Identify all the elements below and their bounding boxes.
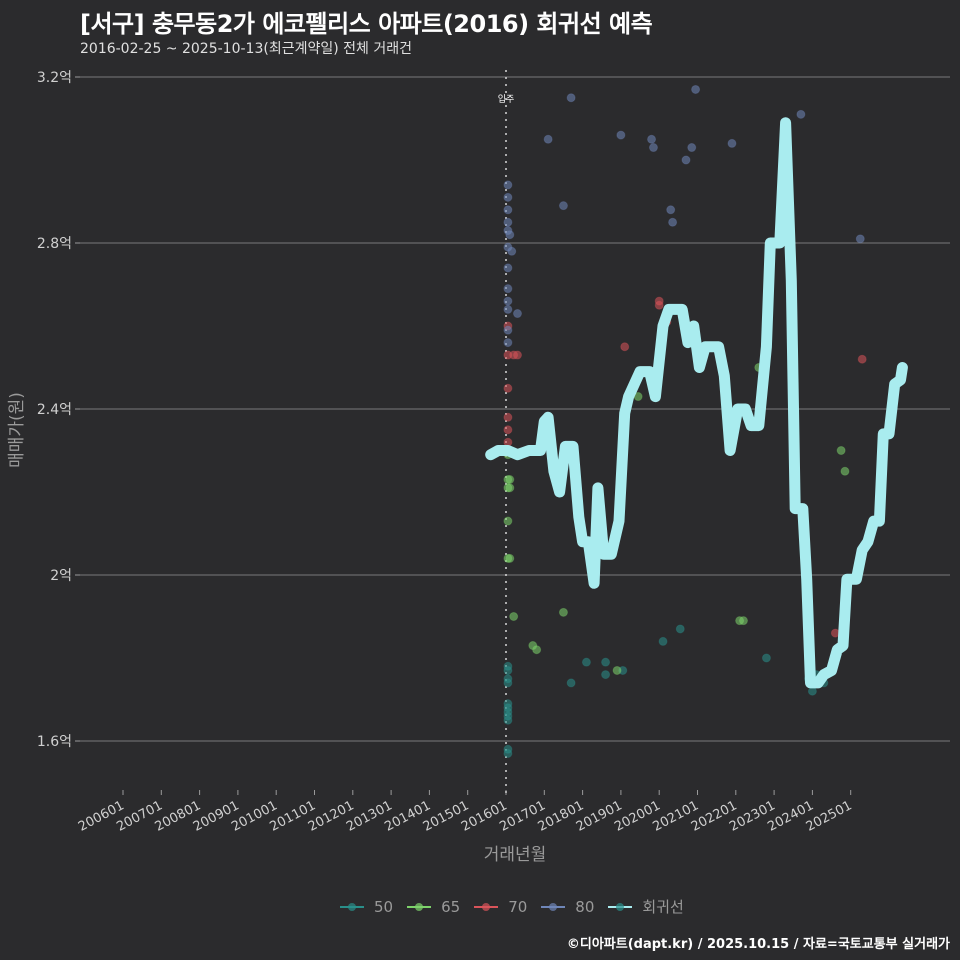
data-point [855,234,865,244]
data-point [505,475,515,485]
data-point [687,143,697,153]
data-point [503,192,513,202]
chart-title: [서구] 충무동2가 에코펠리스 아파트(2016) 회귀선 예측 [80,10,653,38]
data-point [503,678,513,688]
legend-item-50: 50 [340,898,393,916]
data-point [503,665,513,675]
data-point [796,109,806,119]
data-point [503,304,513,314]
data-point [840,466,850,476]
legend-swatch-icon [340,900,364,914]
data-point [509,612,519,621]
data-point [503,217,513,227]
data-point [543,134,553,144]
data-point [616,130,626,140]
data-point [761,653,771,663]
data-point [675,624,685,634]
data-point [503,715,513,725]
legend-label: 회귀선 [642,898,684,916]
credit-footer: ©디아파트(dapt.kr) / 2025.10.15 / 자료=국토교통부 실… [566,937,950,952]
legend: 50 65 70 80 회귀선 [340,896,698,917]
data-point [566,678,576,688]
data-point [503,180,513,190]
data-point [503,412,513,422]
data-point [691,84,701,94]
legend-label: 80 [575,897,595,916]
data-point [648,143,658,153]
y-tick-label: 3.2억 [37,70,72,86]
data-point [654,300,664,310]
data-point [532,645,542,655]
data-point [658,636,668,646]
series-50 [503,624,829,758]
legend-item-70: 70 [474,898,527,916]
y-tick-label: 2.4억 [37,402,72,418]
data-point [836,446,846,455]
data-point [857,354,867,364]
data-point [581,657,591,667]
data-point [727,138,737,148]
data-point [507,246,517,256]
data-point [668,217,678,227]
data-point [512,350,522,360]
data-point [738,616,748,626]
data-point [503,516,513,526]
series-65 [503,350,850,675]
data-point [512,309,522,319]
legend-item-80: 80 [541,898,594,916]
data-point [566,93,576,103]
legend-label: 70 [508,897,528,916]
series-80 [503,84,865,348]
y-tick-label: 2.8억 [37,236,72,252]
legend-swatch-icon [541,900,566,914]
data-point [681,155,691,165]
data-point [558,607,568,617]
data-point [505,483,515,493]
y-tick-label: 2억 [50,568,72,584]
chart-subtitle: 2016-02-25 ~ 2025-10-13(최근계약일) 전체 거래건 [80,41,412,57]
legend-swatch-icon [474,900,499,914]
data-point [620,342,630,352]
data-point [601,657,611,667]
data-point [503,263,513,273]
data-point [503,383,513,393]
move-in-annotation: 입주 [498,93,515,105]
y-axis-label: 매매가(원) [7,392,27,468]
data-point [647,134,657,144]
data-point [503,325,513,335]
legend-swatch-icon [407,900,432,914]
x-axis-label: 거래년월 [484,845,547,865]
data-point [503,284,513,294]
legend-label: 65 [441,897,461,916]
y-tick-label: 1.6억 [37,734,72,750]
data-point [503,338,513,348]
data-point [503,748,513,758]
legend-item-regression: 회귀선 [608,896,684,917]
legend-swatch-icon [608,900,633,914]
data-point [503,205,513,215]
data-point [558,201,568,211]
data-point [612,665,622,675]
legend-item-65: 65 [407,898,460,916]
data-point [503,425,513,435]
data-point [601,670,611,680]
data-point [503,296,513,306]
data-point [666,205,676,215]
data-point [505,230,515,240]
legend-label: 50 [374,897,394,916]
regression-line [485,117,908,689]
data-point [505,553,515,563]
